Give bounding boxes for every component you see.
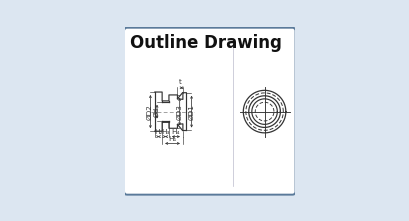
Text: ØD1: ØD1 xyxy=(188,104,194,120)
FancyBboxPatch shape xyxy=(124,28,295,195)
Text: Ød: Ød xyxy=(153,107,159,117)
Text: t: t xyxy=(178,79,181,85)
Text: H₂: H₂ xyxy=(154,129,162,135)
Text: H₄: H₄ xyxy=(171,129,180,135)
Text: ØD2: ØD2 xyxy=(146,104,153,120)
Text: H₃: H₃ xyxy=(161,129,169,135)
Text: Outline Drawing: Outline Drawing xyxy=(130,34,281,52)
Text: ØD3: ØD3 xyxy=(176,104,182,120)
Text: H₁: H₁ xyxy=(168,136,176,142)
